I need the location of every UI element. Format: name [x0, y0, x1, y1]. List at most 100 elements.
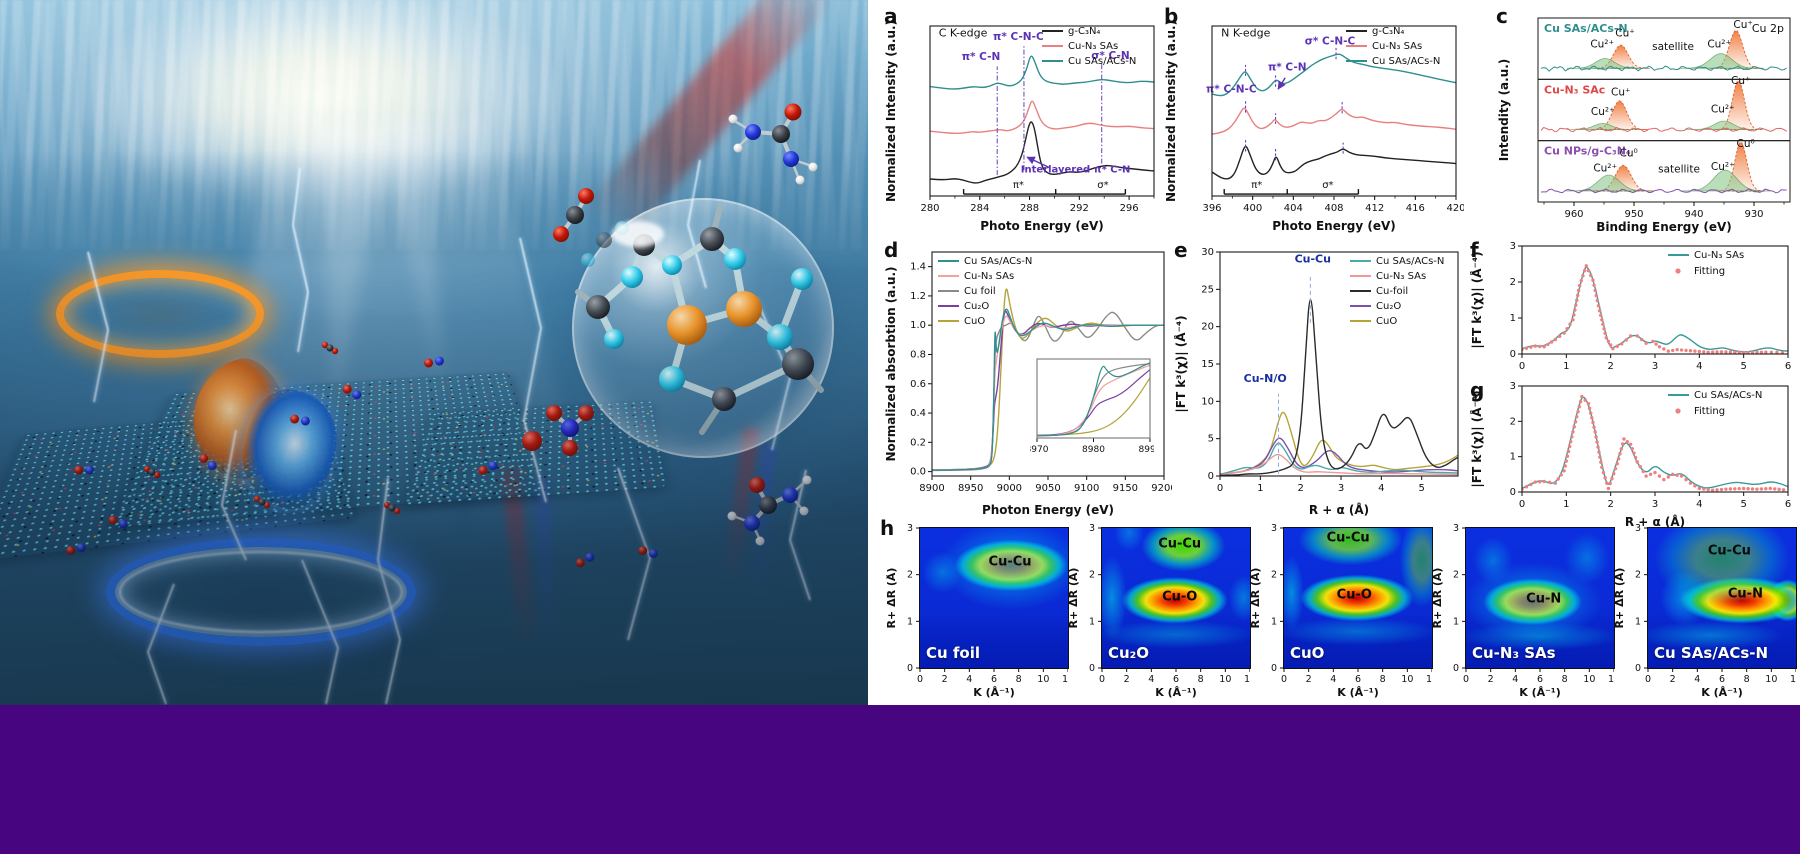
heatmap-plot: Cu-N Cu-N₃ SAs [1465, 527, 1615, 669]
no-molecule [108, 515, 128, 529]
series-Cu foil-inset [1037, 363, 1150, 437]
plot-d-inset-svg: 8970 8980 8990 [1026, 358, 1162, 455]
svg-text:Fitting: Fitting [1694, 406, 1725, 417]
svg-text:σ*: σ* [1322, 180, 1333, 191]
free-molecules [66, 103, 818, 568]
svg-text:2: 2 [1124, 674, 1130, 685]
svg-text:5: 5 [1740, 361, 1746, 372]
svg-text:0: 0 [917, 674, 923, 685]
svg-text:0: 0 [1645, 674, 1651, 685]
legend: Cu SAs/ACs-N Cu-N₃ SAs Cu-foil Cu₂O CuO [1350, 256, 1444, 327]
svg-text:K (Å⁻¹): K (Å⁻¹) [1155, 686, 1197, 699]
svg-text:Cu²⁺: Cu²⁺ [1590, 38, 1614, 50]
series-Cu₂O-inset [1037, 368, 1150, 436]
svg-text:Cu₂O: Cu₂O [1376, 301, 1401, 312]
svg-text:K (Å⁻¹): K (Å⁻¹) [1701, 686, 1743, 699]
series-Cu-N₃ SAs [1522, 266, 1788, 353]
series-group [1037, 362, 1150, 437]
x-axis-label: Photon Energy (eV) [982, 503, 1114, 517]
annotations: C K-edge π* C-N π* C-N-C σ* C-N Interlayered… [939, 27, 1130, 195]
series-Cu₂O [1220, 437, 1458, 476]
svg-text:2: 2 [1607, 361, 1613, 372]
svg-text:9150: 9150 [1113, 483, 1138, 494]
svg-text:2: 2 [1089, 570, 1095, 581]
panel-letter-a: a [884, 4, 898, 28]
svg-text:π*: π* [1013, 180, 1024, 191]
plot-frame [1521, 245, 1789, 355]
svg-text:0: 0 [1510, 487, 1516, 498]
y-axis-label: |FT k³(χ)| (Å⁻⁴) [1469, 251, 1484, 348]
svg-text:6: 6 [1785, 499, 1791, 510]
y-axis: 0 1 2 3 [1510, 241, 1522, 360]
series-Fitting [1522, 394, 1786, 492]
y-axis: 0 1 2 3 [1510, 381, 1522, 498]
heatmap-sample-name: CuO [1290, 644, 1325, 662]
svg-text:8: 8 [1198, 674, 1204, 685]
co2-molecule [553, 188, 594, 242]
svg-text:Photo Energy (eV): Photo Energy (eV) [1272, 219, 1396, 233]
svg-text:Cu SAs/ACs-N: Cu SAs/ACs-N [1376, 256, 1444, 267]
legend: Cu SAs/ACs-N Fitting [1668, 390, 1762, 417]
panel-b: b 396 400 404 408 412 416 420 Photo Energy (eV)… [1164, 6, 1466, 236]
svg-text:K (Å⁻¹): K (Å⁻¹) [1337, 686, 1379, 699]
svg-text:Fitting: Fitting [1694, 266, 1725, 277]
xanes-inset-chart: 8970 8980 8990 [1026, 355, 1162, 455]
series-Cu SAs/ACs-N [930, 55, 1154, 90]
series-group [1522, 264, 1788, 354]
co2-speck [383, 501, 401, 515]
series-g-C₃N₄ [1212, 145, 1456, 180]
svg-text:6: 6 [1537, 674, 1543, 685]
svg-text:Intendity (a.u.): Intendity (a.u.) [1497, 59, 1511, 162]
svg-text:|FT k³(χ)| (Å⁻⁴): |FT k³(χ)| (Å⁻⁴) [1174, 315, 1188, 412]
svg-text:0.4: 0.4 [910, 408, 926, 419]
svg-text:1: 1 [1635, 616, 1641, 627]
svg-text:0: 0 [1519, 361, 1525, 372]
svg-text:Cu²⁺: Cu²⁺ [1593, 162, 1617, 174]
series-group [930, 55, 1154, 184]
x-axis: 8970 8980 8990 [1026, 438, 1162, 455]
heatmap-sample-name: Cu₂O [1108, 644, 1150, 662]
svg-text:4: 4 [1512, 674, 1518, 685]
svg-text:1: 1 [1271, 616, 1277, 627]
y-axis-label: |FT k³(χ)| (Å⁻⁴) [1469, 390, 1484, 487]
xps-cu2p-chart: Cu SAs/ACs-N Cu²⁺ Cu⁺ satellite Cu²⁺ Cu⁺ Cu-N₃… [1496, 6, 1798, 240]
heatmap-plot: Cu-Cu Cu-O CuO [1283, 527, 1433, 669]
svg-text:12: 12 [1790, 674, 1796, 685]
svg-text:σ* C-N-C: σ* C-N-C [1305, 36, 1356, 48]
orange-energy-ring [56, 270, 264, 358]
svg-text:2: 2 [1510, 277, 1516, 288]
svg-text:10: 10 [1401, 674, 1413, 685]
svg-text:|FT k³(χ)| (Å⁻⁴): |FT k³(χ)| (Å⁻⁴) [1470, 251, 1484, 348]
svg-text:3: 3 [1635, 524, 1641, 534]
plot-frame [1521, 385, 1789, 493]
plot-g-svg: 0 1 2 3 4 5 6 0 1 2 3 R + α (Å) |FT k³(χ)| (Å⁻⁴) Cu S… [1469, 381, 1791, 529]
svg-text:6: 6 [1173, 674, 1179, 685]
svg-text:Cu²⁺: Cu²⁺ [1591, 106, 1615, 118]
svg-text:0: 0 [1208, 471, 1214, 482]
series-Cu SAs/ACs-N-inset [1037, 362, 1150, 437]
svg-text:R + α (Å): R + α (Å) [1309, 502, 1369, 517]
svg-text:8: 8 [1562, 674, 1568, 685]
svg-text:940: 940 [1684, 209, 1703, 220]
x-axis-label: Binding Energy (eV) [1596, 220, 1732, 234]
svg-text:30: 30 [1201, 247, 1214, 258]
svg-text:Normalized Intensity (a.u.): Normalized Intensity (a.u.) [884, 20, 898, 202]
plot-e-svg: 0 1 2 3 4 5 0 5 10 15 20 25 30 R + α (Å) |FT k³(χ)| (Å… [1173, 247, 1459, 517]
svg-text:R+ ΔR (Å): R+ ΔR (Å) [1432, 568, 1444, 629]
co2-speck [253, 495, 271, 509]
plot-a-svg: 280 284 288 292 296 Photo Energy (eV) Normaliz… [884, 20, 1155, 233]
series-Cu-N₃ SAs [1220, 453, 1458, 476]
no-molecule [290, 414, 310, 426]
x-axis-label: R + α (Å) [1309, 502, 1369, 517]
svg-text:Cu²⁺: Cu²⁺ [1707, 38, 1731, 50]
svg-text:Binding Energy (eV): Binding Energy (eV) [1596, 220, 1732, 234]
svg-text:Photon Energy (eV): Photon Energy (eV) [982, 503, 1114, 517]
svg-text:Cu⁺: Cu⁺ [1733, 19, 1753, 31]
panel-letter-d: d [884, 238, 899, 262]
ball-and-stick-molecule [575, 204, 824, 435]
